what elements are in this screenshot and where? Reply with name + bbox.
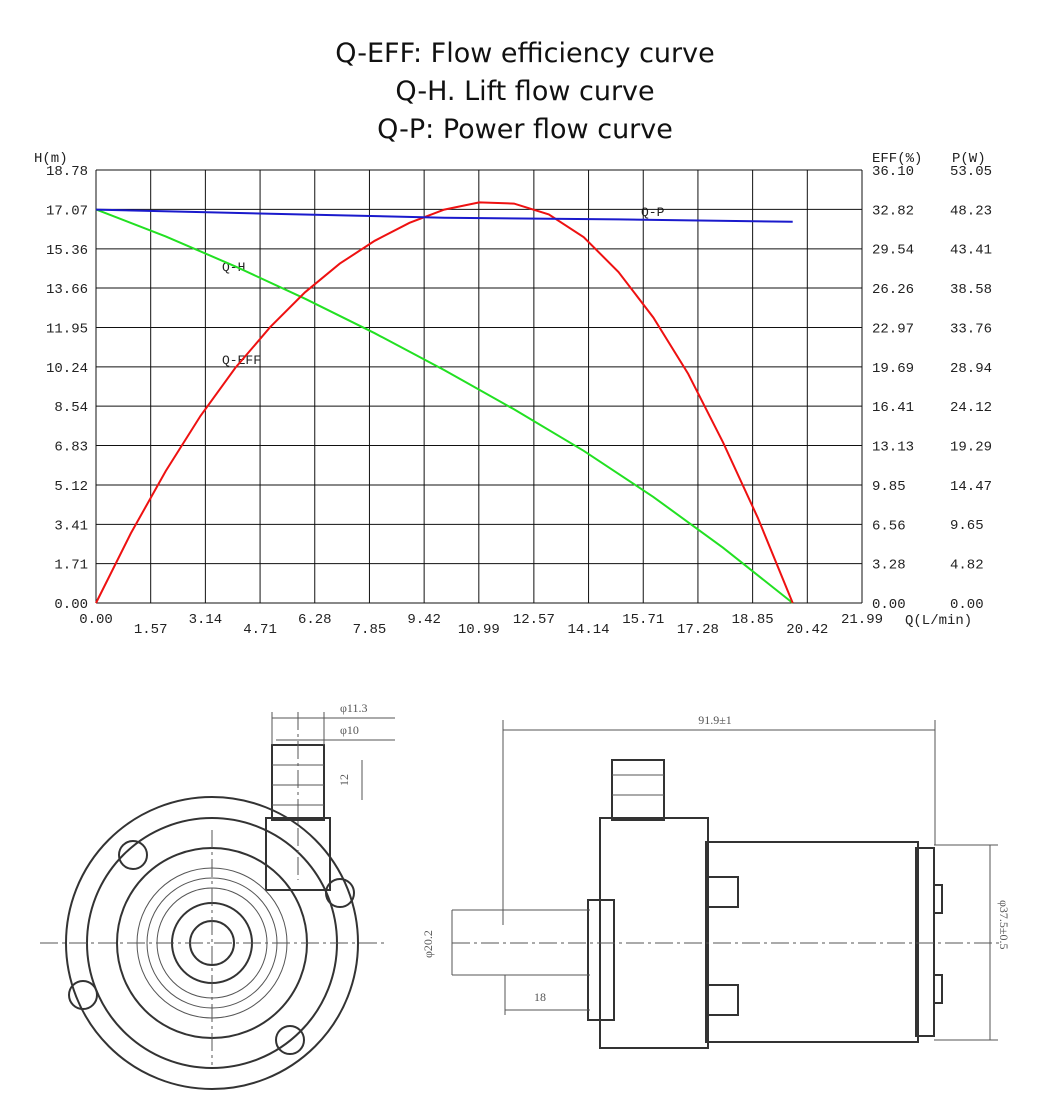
x-tick-label: 20.42: [786, 622, 828, 638]
title-line: Q-P: Power flow curve: [377, 114, 673, 145]
y2-tick-label: 13.13: [872, 440, 914, 456]
y-axis-label: H(m): [34, 151, 68, 167]
y3-tick-label: 53.05: [950, 164, 992, 180]
dimension-label: φ11.3: [340, 701, 367, 715]
y2-tick-label: 26.26: [872, 282, 914, 298]
x-tick-label: 21.99: [841, 612, 883, 628]
y-tick-label: 1.71: [54, 558, 88, 574]
y3-tick-label: 38.58: [950, 282, 992, 298]
y-tick-label: 3.41: [54, 518, 88, 534]
x-tick-label: 9.42: [407, 612, 441, 628]
y2-tick-label: 16.41: [872, 400, 914, 416]
y3-tick-label: 4.82: [950, 558, 984, 574]
y-tick-label: 0.00: [54, 597, 88, 613]
x-tick-label: 14.14: [568, 622, 610, 638]
y-tick-label: 10.24: [46, 361, 88, 377]
y2-tick-label: 6.56: [872, 518, 906, 534]
y-tick-label: 17.07: [46, 203, 88, 219]
y3-tick-label: 0.00: [950, 597, 984, 613]
y2-tick-label: 19.69: [872, 361, 914, 377]
curve: [95, 201, 794, 604]
y2-tick-label: 9.85: [872, 479, 906, 495]
y3-tick-label: 28.94: [950, 361, 992, 377]
y2-tick-label: 29.54: [872, 243, 914, 259]
dimension-label: φ20.2: [421, 930, 435, 958]
y-tick-label: 6.83: [54, 440, 88, 456]
y2-tick-label: 36.10: [872, 164, 914, 180]
y3-tick-label: 43.41: [950, 243, 992, 259]
x-tick-label: 15.71: [622, 612, 664, 628]
dimension-label: 12: [337, 774, 351, 786]
y-tick-label: 13.66: [46, 282, 88, 298]
y-tick-label: 5.12: [54, 479, 88, 495]
y-tick-label: 18.78: [46, 164, 88, 180]
x-tick-label: 12.57: [513, 612, 555, 628]
curve: [95, 208, 793, 223]
x-tick-label: 18.85: [732, 612, 774, 628]
y-tick-label: 8.54: [54, 400, 88, 416]
y3-tick-label: 48.23: [950, 203, 992, 219]
x-tick-label: 10.99: [458, 622, 500, 638]
title-line: Q-H. Lift flow curve: [395, 76, 654, 107]
y2-tick-label: 22.97: [872, 321, 914, 337]
y-tick-label: 15.36: [46, 243, 88, 259]
x-tick-label: 6.28: [298, 612, 332, 628]
dimension-label: 91.9±1: [698, 713, 732, 727]
dimension-label: φ10: [340, 723, 359, 737]
x-tick-label: 0.00: [79, 612, 113, 628]
curve: [95, 208, 794, 604]
y3-tick-label: 19.29: [950, 440, 992, 456]
y3-tick-label: 9.65: [950, 518, 984, 534]
x-tick-label: 7.85: [353, 622, 387, 638]
x-axis-label: Q(L/min): [905, 613, 972, 629]
y3-tick-label: 33.76: [950, 321, 992, 337]
curve-label: Q-P: [641, 205, 665, 220]
x-tick-label: 17.28: [677, 622, 719, 638]
y3-tick-label: 24.12: [950, 400, 992, 416]
y3-axis-label: P(W): [952, 151, 986, 167]
x-tick-label: 4.71: [243, 622, 277, 638]
y2-tick-label: 32.82: [872, 203, 914, 219]
y2-axis-label: EFF(%): [872, 151, 922, 167]
side-view: [451, 720, 1000, 1049]
dimension-label: 18: [534, 990, 546, 1004]
y2-tick-label: 3.28: [872, 558, 906, 574]
title-line: Q-EFF: Flow efficiency curve: [335, 38, 715, 69]
dimension-label: φ37.5±0.5: [997, 900, 1011, 950]
y3-tick-label: 14.47: [950, 479, 992, 495]
x-tick-label: 1.57: [134, 622, 168, 638]
x-tick-label: 3.14: [189, 612, 223, 628]
front-view: [40, 712, 395, 1090]
y2-tick-label: 0.00: [872, 597, 906, 613]
y-tick-label: 11.95: [46, 321, 88, 337]
